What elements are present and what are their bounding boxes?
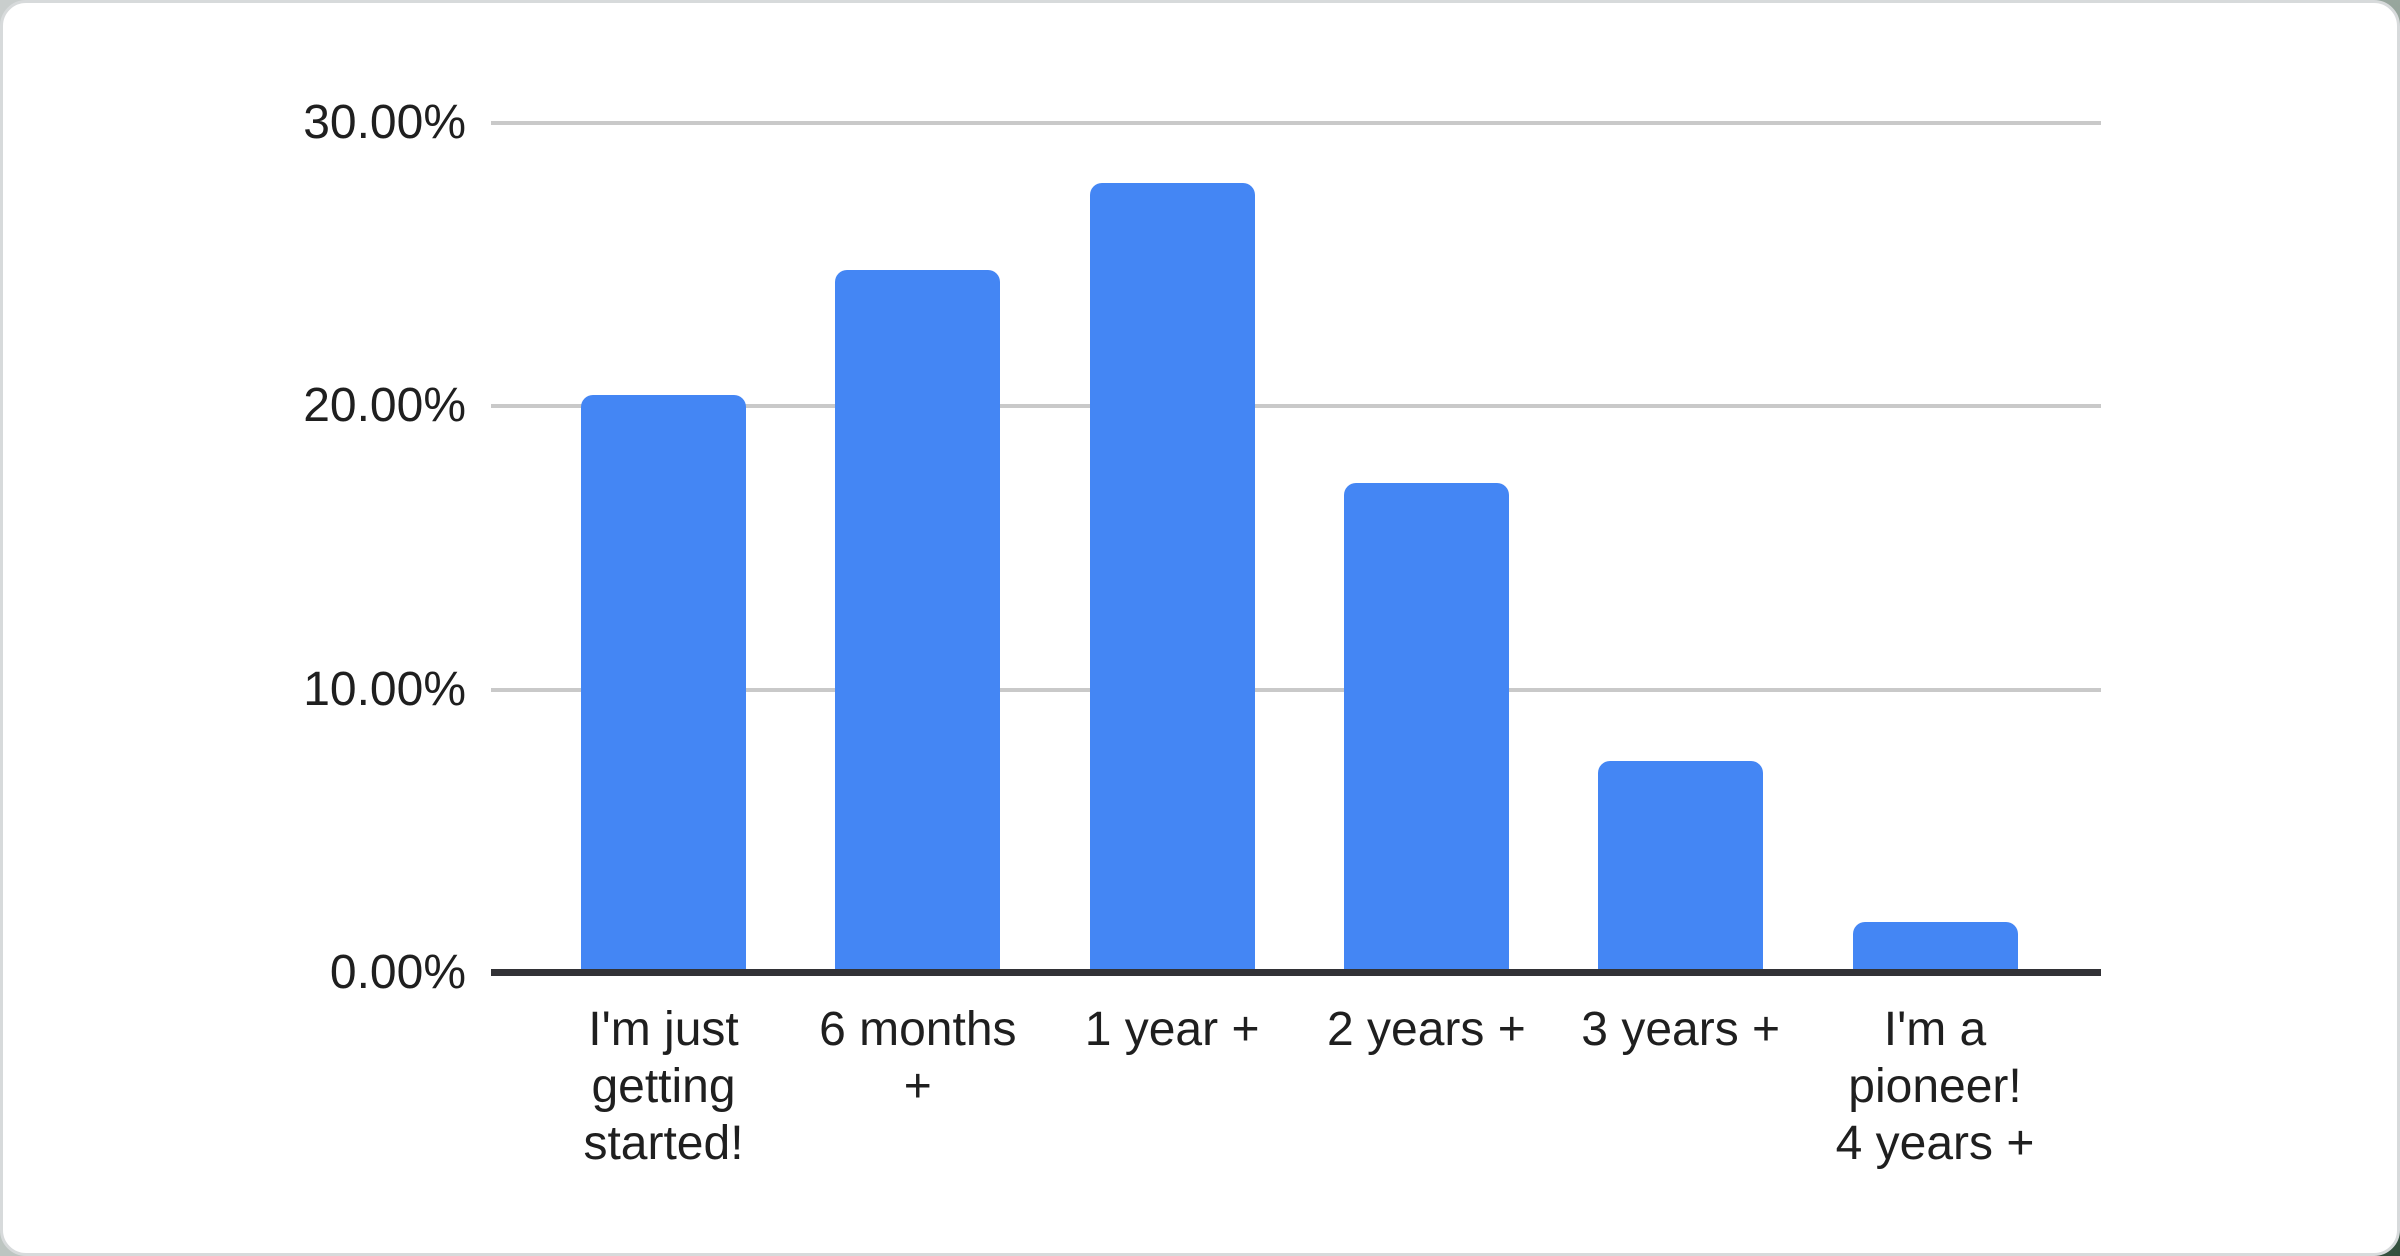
gridline-10 [491,687,2101,692]
y-tick-label: 30.00% [303,96,466,149]
gridline-30 [491,121,2101,125]
y-tick-label: 0.00% [329,946,466,999]
x-axis-labels: I'm just getting started! 6 months + 1 yea… [491,1001,2101,1201]
x-axis-line [491,969,2101,976]
x-tick-label: I'm a pioneer! 4 years + [1835,1003,2035,1170]
plot-area [491,121,2101,976]
y-tick-label: 10.00% [303,662,466,716]
bar-4[interactable] [1343,482,1509,973]
x-tick-label: 6 months + [819,1003,1017,1113]
bar-chart: 30.00% 20.00% 10.00% 0.00% I'm just getting… [3,3,2397,1253]
y-axis-labels: 30.00% 20.00% 10.00% 0.00% [3,99,466,997]
bar-5[interactable] [1598,760,1764,973]
bar-3[interactable] [1089,182,1255,973]
bar-6[interactable] [1852,922,2018,973]
bar-1[interactable] [581,395,746,973]
x-tick-label: I'm just getting started! [583,1003,744,1170]
x-tick-label: 3 years + [1581,1003,1781,1056]
x-tick-label: 2 years + [1327,1003,1526,1056]
x-tick-label: 1 year + [1084,1003,1260,1056]
gridline-20 [491,404,2101,409]
y-tick-label: 20.00% [303,379,466,433]
bar-2[interactable] [835,270,1001,973]
